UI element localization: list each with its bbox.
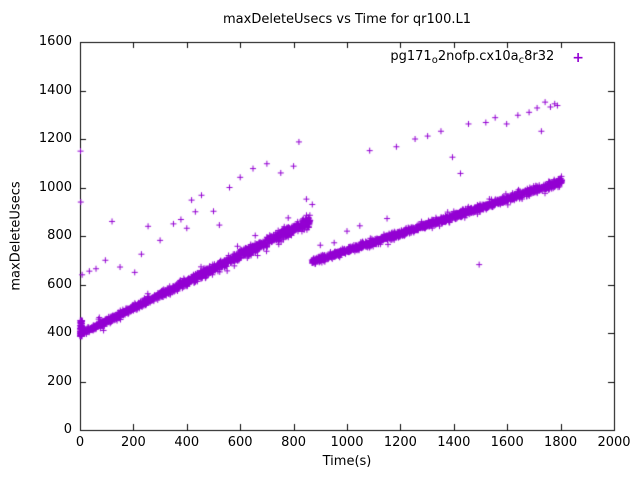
x-tick-label: 0 [75,435,85,450]
y-tick-label: 1200 [38,131,72,146]
y-tick-label: 1400 [38,82,72,98]
x-tick-label: 400 [174,435,200,450]
x-tick-label: 1800 [544,435,578,450]
chart-title: maxDeleteUsecs vs Time for qr100.L1 [223,12,471,27]
y-tick-label: 1000 [38,179,72,195]
x-tick-label: 1600 [490,435,524,450]
x-tick-label: 1200 [383,435,417,450]
legend-series-label: pg171o2nofp.cx10ac8r32 [390,49,555,66]
x-axis-label: Time(s) [322,454,372,469]
x-tick-label: 1000 [330,435,364,450]
y-tick-label: 200 [47,373,72,389]
legend: pg171o2nofp.cx10ac8r32 + [390,49,584,66]
x-tick-label: 600 [227,435,253,450]
y-tick-label: 400 [47,325,72,340]
x-tick-label: 200 [120,435,146,450]
y-tick-label: 800 [47,228,72,243]
x-tick-label: 2000 [597,435,631,450]
y-tick-label: 1600 [38,34,72,49]
legend-plus-marker: + [572,49,584,66]
y-tick-label: 0 [63,422,72,437]
x-tick-label: 800 [281,435,306,450]
x-tick-label: 1400 [437,435,471,450]
y-tick-label: 600 [47,276,72,292]
